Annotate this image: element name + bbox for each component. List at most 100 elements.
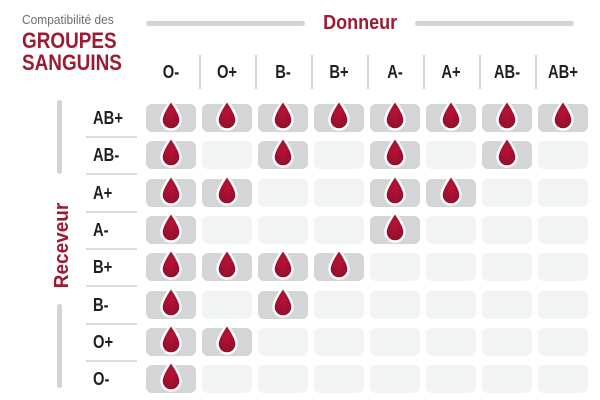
cell-A+-from-O+ [202, 174, 252, 207]
cell-B--from-B- [258, 286, 308, 319]
blood-drop-icon [384, 211, 406, 243]
cell-AB--from-O- [146, 136, 196, 169]
donor-col-header-A+: A+ [441, 62, 461, 82]
blood-drop-icon [160, 323, 182, 355]
cell-B+-from-O+ [202, 248, 252, 281]
cell-A+-from-A- [370, 174, 420, 207]
cell-O+-from-B+ [314, 328, 364, 356]
cell-O--from-A+ [426, 365, 476, 393]
cell-A+-from-A+ [426, 174, 476, 207]
receiver-row-label-O+: O+ [93, 332, 114, 352]
cell-AB+-from-A+ [426, 99, 476, 132]
receiver-row-label-A+: A+ [93, 183, 113, 203]
cell-B--from-O- [146, 286, 196, 319]
title-line-groupes: GROUPES [22, 28, 117, 53]
cell-O--from-AB+ [538, 365, 588, 393]
cell-AB--from-B- [258, 136, 308, 169]
title-line-sanguins: SANGUINS [22, 50, 122, 75]
cell-O+-from-O- [146, 323, 196, 356]
cell-A+-from-B+ [314, 179, 364, 207]
donor-col-header-B-: B- [275, 62, 291, 82]
cell-A--from-AB- [482, 216, 532, 244]
cell-O--from-B- [258, 365, 308, 393]
donor-line-right [415, 20, 574, 26]
cell-A--from-A- [370, 211, 420, 244]
donor-axis-header: Donneur [146, 12, 574, 34]
cell-AB+-from-AB- [482, 99, 532, 132]
cell-B--from-B+ [314, 291, 364, 319]
cell-AB+-from-AB+ [538, 99, 588, 132]
receiver-row-label-A-: A- [93, 220, 109, 240]
cell-AB--from-O+ [202, 141, 252, 169]
blood-drop-icon [160, 174, 182, 206]
col-header-separator [479, 55, 481, 89]
blood-drop-icon [496, 136, 518, 168]
cell-B--from-A- [370, 291, 420, 319]
cell-O+-from-AB+ [538, 328, 588, 356]
col-header-separator [367, 55, 369, 89]
blood-drop-icon [496, 99, 518, 131]
blood-drop-icon [160, 211, 182, 243]
cell-AB+-from-A- [370, 99, 420, 132]
cell-A+-from-AB+ [538, 179, 588, 207]
cell-A--from-AB+ [538, 216, 588, 244]
cell-AB--from-A+ [426, 141, 476, 169]
col-header-separator [423, 55, 425, 89]
cell-AB+-from-B+ [314, 99, 364, 132]
blood-drop-icon [384, 174, 406, 206]
cell-B--from-AB- [482, 291, 532, 319]
cell-O+-from-AB- [482, 328, 532, 356]
blood-drop-icon [216, 174, 238, 206]
cell-B--from-O+ [202, 291, 252, 319]
blood-drop-icon [440, 99, 462, 131]
cell-B+-from-B+ [314, 248, 364, 281]
blood-drop-icon [160, 360, 182, 392]
cell-AB--from-AB+ [538, 141, 588, 169]
blood-drop-icon [384, 136, 406, 168]
blood-drop-icon [328, 99, 350, 131]
cell-B+-from-A+ [426, 253, 476, 281]
blood-drop-icon [216, 323, 238, 355]
cell-O--from-B+ [314, 365, 364, 393]
title-line-small: Compatibilité des [22, 12, 114, 27]
cell-A--from-O- [146, 211, 196, 244]
cell-A+-from-O- [146, 174, 196, 207]
cell-AB+-from-B- [258, 99, 308, 132]
chart-title: Compatibilité des GROUPES SANGUINS [22, 12, 152, 74]
donor-col-header-AB+: AB+ [548, 62, 578, 82]
cell-O--from-A- [370, 365, 420, 393]
row-label-separator [86, 173, 137, 175]
cell-O--from-O- [146, 360, 196, 393]
blood-drop-icon [160, 136, 182, 168]
donor-line-left [146, 20, 305, 26]
cell-A+-from-AB- [482, 179, 532, 207]
row-label-separator [86, 211, 137, 213]
row-label-separator [86, 136, 137, 138]
cell-A+-from-B- [258, 179, 308, 207]
donor-col-header-O-: O- [162, 62, 180, 82]
blood-drop-icon [440, 174, 462, 206]
receiver-row-label-B+: B+ [93, 257, 113, 277]
cell-AB+-from-O- [146, 99, 196, 132]
blood-drop-icon [272, 248, 294, 280]
receiver-row-label-B-: B- [93, 295, 109, 315]
receiver-row-label-O-: O- [93, 369, 110, 389]
cell-AB--from-B+ [314, 141, 364, 169]
receiver-row-label-AB-: AB- [93, 145, 120, 165]
cell-O+-from-A+ [426, 328, 476, 356]
donor-col-header-B+: B+ [329, 62, 349, 82]
receiver-line-bottom [57, 304, 62, 388]
cell-O+-from-A- [370, 328, 420, 356]
col-header-separator [255, 55, 257, 89]
cell-A--from-B- [258, 216, 308, 244]
cell-B+-from-O- [146, 248, 196, 281]
col-header-separator [199, 55, 201, 89]
cell-B--from-A+ [426, 291, 476, 319]
col-header-separator [311, 55, 313, 89]
blood-drop-icon [160, 99, 182, 131]
blood-drop-icon [216, 99, 238, 131]
blood-drop-icon [384, 99, 406, 131]
cell-B+-from-AB- [482, 253, 532, 281]
blood-drop-icon [216, 248, 238, 280]
